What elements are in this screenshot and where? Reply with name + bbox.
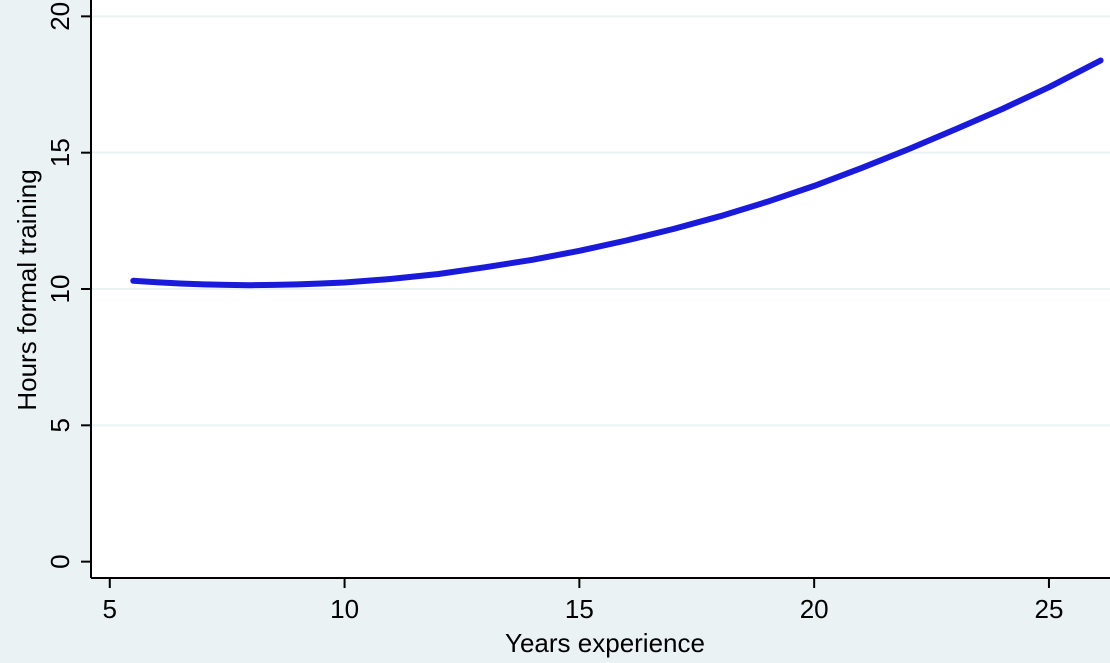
- y-tick-label-0: 0: [45, 554, 75, 568]
- x-tick-label-4: 25: [1034, 594, 1063, 624]
- y-tick-label-1: 5: [45, 418, 75, 432]
- x-axis-ticks: 5 10 15 20 25: [103, 578, 1063, 624]
- x-tick-label-3: 20: [800, 594, 829, 624]
- y-tick-label-2: 10: [45, 275, 75, 304]
- series-group: [130, 57, 1104, 289]
- gridlines: [91, 15, 1110, 427]
- x-tick-label-0: 5: [103, 594, 117, 624]
- y-axis-ticks: 0 5 10 15 20: [45, 2, 91, 569]
- x-tick-label-2: 15: [565, 594, 594, 624]
- y-tick-label-3: 15: [45, 138, 75, 167]
- y-axis-title: Hours formal training: [12, 169, 42, 410]
- x-tick-label-1: 10: [330, 594, 359, 624]
- series-line-0: [130, 57, 1104, 289]
- y-tick-label-4: 20: [45, 2, 75, 31]
- x-axis-title: Years experience: [505, 628, 705, 658]
